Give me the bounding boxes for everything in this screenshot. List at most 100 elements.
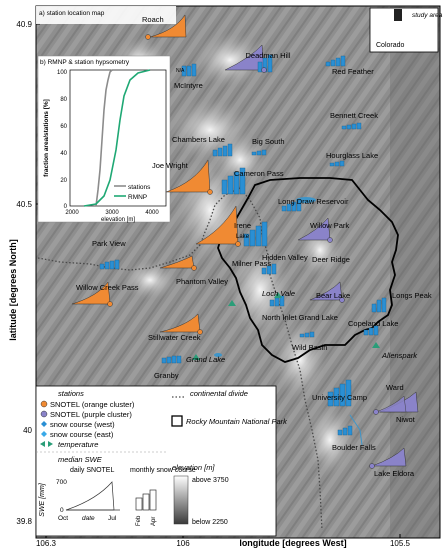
snowcourse-granby	[161, 355, 182, 364]
label-phantom: Phantom Valley	[176, 277, 228, 286]
x-axis-label: longitude [degrees West]	[239, 538, 346, 548]
label-grandlake: Grand Lake	[186, 355, 225, 364]
label-joewright: Joe Wright	[152, 161, 189, 170]
elevation-colorbar	[173, 475, 189, 525]
legend-daily: daily SNOTEL	[70, 467, 114, 474]
terrain-highlights	[110, 30, 358, 480]
label-milner: Milner Pass	[232, 259, 271, 268]
y-axis: latitude [degrees North] 40.9 40.5 40 39…	[8, 20, 40, 526]
label-redfeather: Red Feather	[332, 67, 374, 76]
inset-a-caption: a) station location map	[39, 10, 105, 17]
legend-snow-east: snow course (east)	[50, 430, 114, 439]
hyps-ytick-80: 80	[60, 97, 67, 103]
x-tick-1063: 106.3	[36, 539, 57, 548]
inset-b-caption: b) RMNP & station hypsometry	[40, 59, 130, 66]
y-tick-40: 40	[23, 426, 32, 435]
label-lake: Lake	[236, 234, 250, 240]
legend-snotel-purple: SNOTEL (purple cluster)	[50, 410, 132, 419]
legend-feb: Feb	[136, 515, 142, 526]
y-tick-405: 40.5	[16, 200, 32, 209]
x-tick-1055: 105.5	[390, 539, 411, 548]
hyps-curve-rmnp	[83, 69, 151, 207]
snowcourse-hiddenvalley	[261, 263, 277, 275]
station-markers	[107, 67, 380, 469]
label-irene: Irene	[234, 221, 251, 230]
park-box	[171, 415, 183, 427]
snowcourse-bennett	[341, 122, 362, 130]
label-hidden: Hidden Valley	[262, 253, 308, 262]
label-granby: Granby	[154, 371, 179, 380]
legend-stations-title: stations	[58, 389, 84, 398]
label-cameron: Cameron Pass	[234, 169, 284, 178]
legend-swe-0: 0	[60, 507, 64, 514]
legend-elev-high: above 3750	[192, 477, 229, 484]
label-boulder: Boulder Falls	[332, 443, 376, 452]
legend-apr: Apr	[151, 517, 157, 526]
y-axis-label: latitude [degrees North]	[8, 239, 18, 341]
label-bigsouth: Big South	[252, 137, 285, 146]
snowcourse-cameron	[221, 167, 246, 195]
label-copeland: Copeland Lake	[348, 319, 398, 328]
snowcourse-bigsouth	[251, 149, 267, 156]
legend-monthly: monthly snow course	[130, 467, 196, 474]
colorado-label: Colorado	[376, 42, 405, 49]
legend-swe-title: median SWE	[58, 455, 103, 464]
snotel-willowcreek-glyph	[71, 281, 111, 305]
snowcourse-redfeather	[325, 55, 346, 67]
legend-swe-axis: SWE [mm]	[39, 482, 46, 516]
label-ward: Ward	[386, 383, 404, 392]
snowcourse-boulder	[337, 425, 353, 436]
hyps-xtick-3000: 3000	[105, 210, 119, 216]
legend: stations SNOTEL (orange cluster) SNOTEL …	[35, 385, 288, 537]
label-hourglass: Hourglass Lake	[326, 151, 378, 160]
hyps-ytick-100: 100	[57, 70, 68, 76]
label-willowcreek: Willow Creek Pass	[76, 283, 139, 292]
label-longdraw: Long Draw Reservoir	[278, 197, 349, 206]
y-tick-409: 40.9	[16, 20, 32, 29]
label-roach: Roach	[142, 15, 164, 24]
label-niwot: Niwot	[396, 415, 416, 424]
label-eldora: Lake Eldora	[374, 469, 415, 478]
station-glyphs	[71, 14, 419, 469]
hyps-curve-stations	[95, 69, 113, 207]
hyps-xlabel: elevation [m]	[101, 217, 135, 223]
snotel-roach-glyph	[149, 14, 187, 38]
label-university: University Camp	[312, 393, 367, 402]
snowcourse-mcintyre	[257, 54, 273, 73]
snotel-phantom-glyph	[159, 255, 195, 269]
label-na: N/A	[176, 68, 185, 74]
snowcourse-wildbasin	[299, 331, 315, 338]
y-tick-398: 39.8	[16, 517, 32, 526]
snowcourse-longdraw	[281, 199, 302, 212]
map-frame	[35, 5, 441, 539]
study-area-box	[394, 9, 402, 21]
hyps-xtick-2000: 2000	[65, 210, 79, 216]
label-northinlet: North Inlet Grand Lake	[262, 313, 338, 322]
legend-park: Rocky Mountain National Park	[186, 417, 288, 426]
snowcourse-chambers	[212, 143, 233, 157]
snotel-niwot-glyph	[375, 395, 407, 413]
hyps-ytick-0: 0	[64, 204, 68, 210]
label-longs: Longs Peak	[392, 291, 432, 300]
legend-snow-west: snow course (west)	[50, 420, 115, 429]
snowcourse-longspeak	[371, 297, 387, 313]
rmnp-boundary	[217, 177, 399, 363]
snotel-eldora-glyph	[371, 447, 407, 467]
hyps-xtick-4000: 4000	[145, 210, 159, 216]
legend-divide: continental divide	[190, 389, 248, 398]
hyps-ytick-40: 40	[60, 151, 67, 157]
legend-elev-low: below 2250	[192, 519, 228, 526]
plains-shade	[390, 6, 440, 538]
hyps-legend-stations: stations	[128, 184, 151, 191]
label-loch: Loch Vale	[262, 289, 295, 298]
hyps-ytick-60: 60	[60, 124, 67, 130]
legend-swe-curve	[65, 481, 115, 511]
snowcourse-mcintyre-west	[181, 63, 197, 77]
legend-snotel-orange: SNOTEL (orange cluster)	[50, 400, 135, 409]
x-tick-106: 106	[176, 539, 190, 548]
label-deer: Deer Ridge	[312, 255, 350, 264]
legend-jul: Jul	[108, 515, 117, 522]
colorado-inset: study area Colorado	[369, 7, 443, 53]
hyps-ytick-20: 20	[60, 178, 67, 184]
snowcourse-hourglass	[329, 160, 345, 167]
